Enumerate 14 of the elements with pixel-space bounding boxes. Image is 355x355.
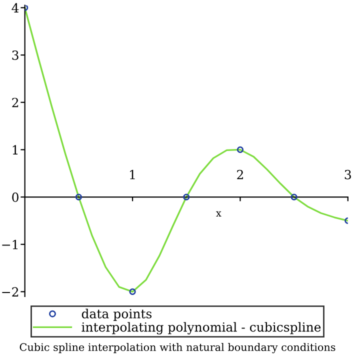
y-tick-label: 4 [12,3,19,12]
x-tick-label: 2 [237,170,243,180]
legend-label: data points [82,308,152,321]
y-tick-label: 3 [12,50,18,60]
x-tick-label: 1 [130,170,135,180]
y-tick-label: −2 [2,287,18,296]
text: Cubic spline interpolation with natural boundary conditions [20,342,336,354]
x-axis-title: x [216,211,222,216]
y-tick-label: 1 [12,145,18,154]
y-tick-label: 2 [12,98,18,108]
y-tick-label: −1 [2,240,18,250]
y-tick-label: 0 [12,192,18,202]
legend-label: interpolating polynomial - cubicspline [82,322,321,334]
x-tick-label: 3 [344,170,351,180]
